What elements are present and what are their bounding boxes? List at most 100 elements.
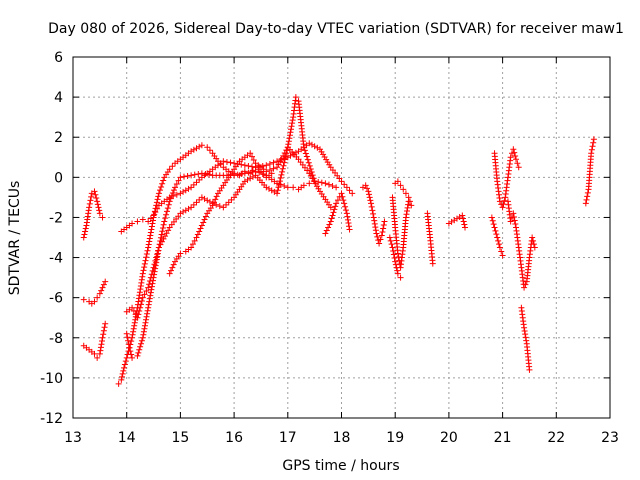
data-point [521, 327, 528, 334]
data-point [460, 218, 467, 225]
data-point [143, 316, 150, 323]
data-point [288, 123, 295, 130]
data-point [152, 209, 159, 216]
data-point [223, 158, 230, 165]
data-point [326, 221, 333, 228]
data-point [507, 218, 514, 225]
data-point [339, 193, 346, 200]
data-point [155, 247, 162, 254]
data-point [330, 209, 337, 216]
data-point [488, 214, 495, 221]
data-point [81, 231, 88, 238]
data-point [270, 165, 277, 172]
data-point [526, 366, 533, 373]
data-point [145, 244, 152, 251]
data-point [584, 189, 591, 196]
data-point [275, 184, 282, 191]
x-tick-label: 18 [333, 430, 351, 446]
data-point [184, 172, 191, 179]
series-sat-g [123, 94, 340, 321]
data-point [149, 220, 156, 227]
data-point [134, 352, 141, 359]
x-tick-label: 23 [601, 430, 619, 446]
data-point [511, 149, 518, 156]
data-point [403, 211, 410, 218]
data-point [499, 204, 506, 211]
data-point [286, 135, 293, 142]
data-point [141, 322, 148, 329]
data-point [394, 270, 401, 277]
data-point [173, 181, 180, 188]
data-point [155, 193, 162, 200]
data-point [140, 267, 147, 274]
data-point [102, 320, 109, 327]
data-point [99, 334, 106, 341]
data-point [127, 348, 134, 355]
data-point [163, 208, 170, 215]
data-point [588, 150, 595, 157]
data-point [498, 248, 505, 255]
data-point [387, 237, 394, 244]
data-point [249, 153, 255, 160]
data-point [196, 176, 203, 183]
data-point [166, 270, 173, 277]
data-point [286, 132, 293, 139]
x-tick-label: 13 [64, 430, 82, 446]
data-point [170, 193, 177, 200]
data-point [274, 164, 281, 171]
data-point [459, 212, 466, 219]
data-point [250, 156, 257, 163]
data-point [196, 143, 203, 150]
data-point [94, 354, 101, 361]
data-point [115, 380, 122, 387]
y-tick-label: -10 [40, 371, 63, 387]
data-point [334, 197, 341, 204]
data-point [154, 251, 161, 258]
data-point [378, 232, 385, 239]
data-point [161, 218, 168, 225]
data-point [201, 195, 208, 202]
series-sat-l [392, 178, 415, 209]
data-point [392, 261, 399, 268]
data-point [496, 244, 503, 251]
data-point [523, 337, 530, 344]
data-point [165, 227, 172, 234]
data-point [190, 201, 197, 208]
y-tick-label: 6 [54, 50, 63, 66]
data-point [406, 198, 413, 205]
data-point [381, 218, 388, 225]
data-point [304, 156, 311, 163]
data-point [521, 284, 528, 291]
data-point [292, 94, 299, 101]
data-point [129, 354, 136, 361]
data-point [158, 231, 165, 238]
data-point [343, 184, 350, 191]
data-point [590, 139, 597, 146]
data-point [344, 213, 351, 220]
data-point [496, 198, 503, 205]
data-point [153, 199, 160, 206]
data-point [390, 248, 397, 255]
data-point [266, 166, 273, 173]
data-point [190, 181, 197, 188]
y-tick-label: 0 [54, 170, 63, 186]
data-point [302, 150, 309, 157]
data-point [156, 187, 163, 194]
series-sat-j [359, 182, 388, 247]
data-point [374, 233, 381, 240]
data-point [370, 214, 377, 221]
data-point [157, 234, 164, 241]
data-point [305, 159, 312, 166]
data-point [325, 224, 332, 231]
data-point [223, 201, 230, 208]
data-point [281, 183, 288, 190]
data-point [331, 206, 338, 213]
data-point [276, 181, 283, 188]
series-sat-r [504, 198, 538, 291]
data-point [513, 156, 520, 163]
data-point [206, 198, 213, 205]
data-point [137, 343, 144, 350]
series-sat-q [491, 146, 522, 211]
data-point [300, 182, 307, 189]
series-sat-b [80, 278, 109, 307]
